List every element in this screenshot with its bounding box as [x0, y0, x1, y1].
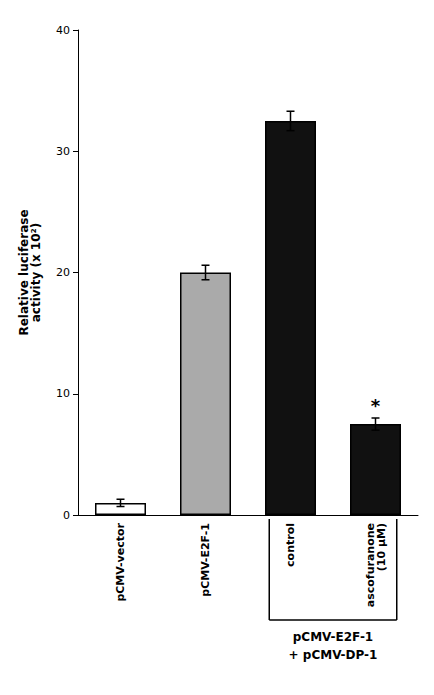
svg-text:*: *: [371, 395, 381, 416]
svg-text:ascofuranone: ascofuranone: [363, 523, 377, 608]
svg-text:30: 30: [56, 145, 70, 158]
svg-text:pCMV-E2F-1: pCMV-E2F-1: [293, 630, 373, 644]
svg-text:0: 0: [63, 509, 70, 522]
svg-text:pCMV-vector: pCMV-vector: [114, 522, 127, 601]
svg-text:(10 μM): (10 μM): [375, 523, 388, 571]
svg-text:activity (x 10²): activity (x 10²): [29, 223, 43, 323]
svg-text:20: 20: [56, 266, 70, 279]
svg-text:pCMV-E2F-1: pCMV-E2F-1: [199, 523, 212, 597]
svg-text:+ pCMV-DP-1: + pCMV-DP-1: [289, 648, 378, 662]
svg-text:Relative luciferase: Relative luciferase: [17, 209, 31, 336]
svg-text:control: control: [284, 523, 297, 567]
svg-text:10: 10: [56, 387, 70, 400]
svg-text:40: 40: [56, 24, 70, 37]
